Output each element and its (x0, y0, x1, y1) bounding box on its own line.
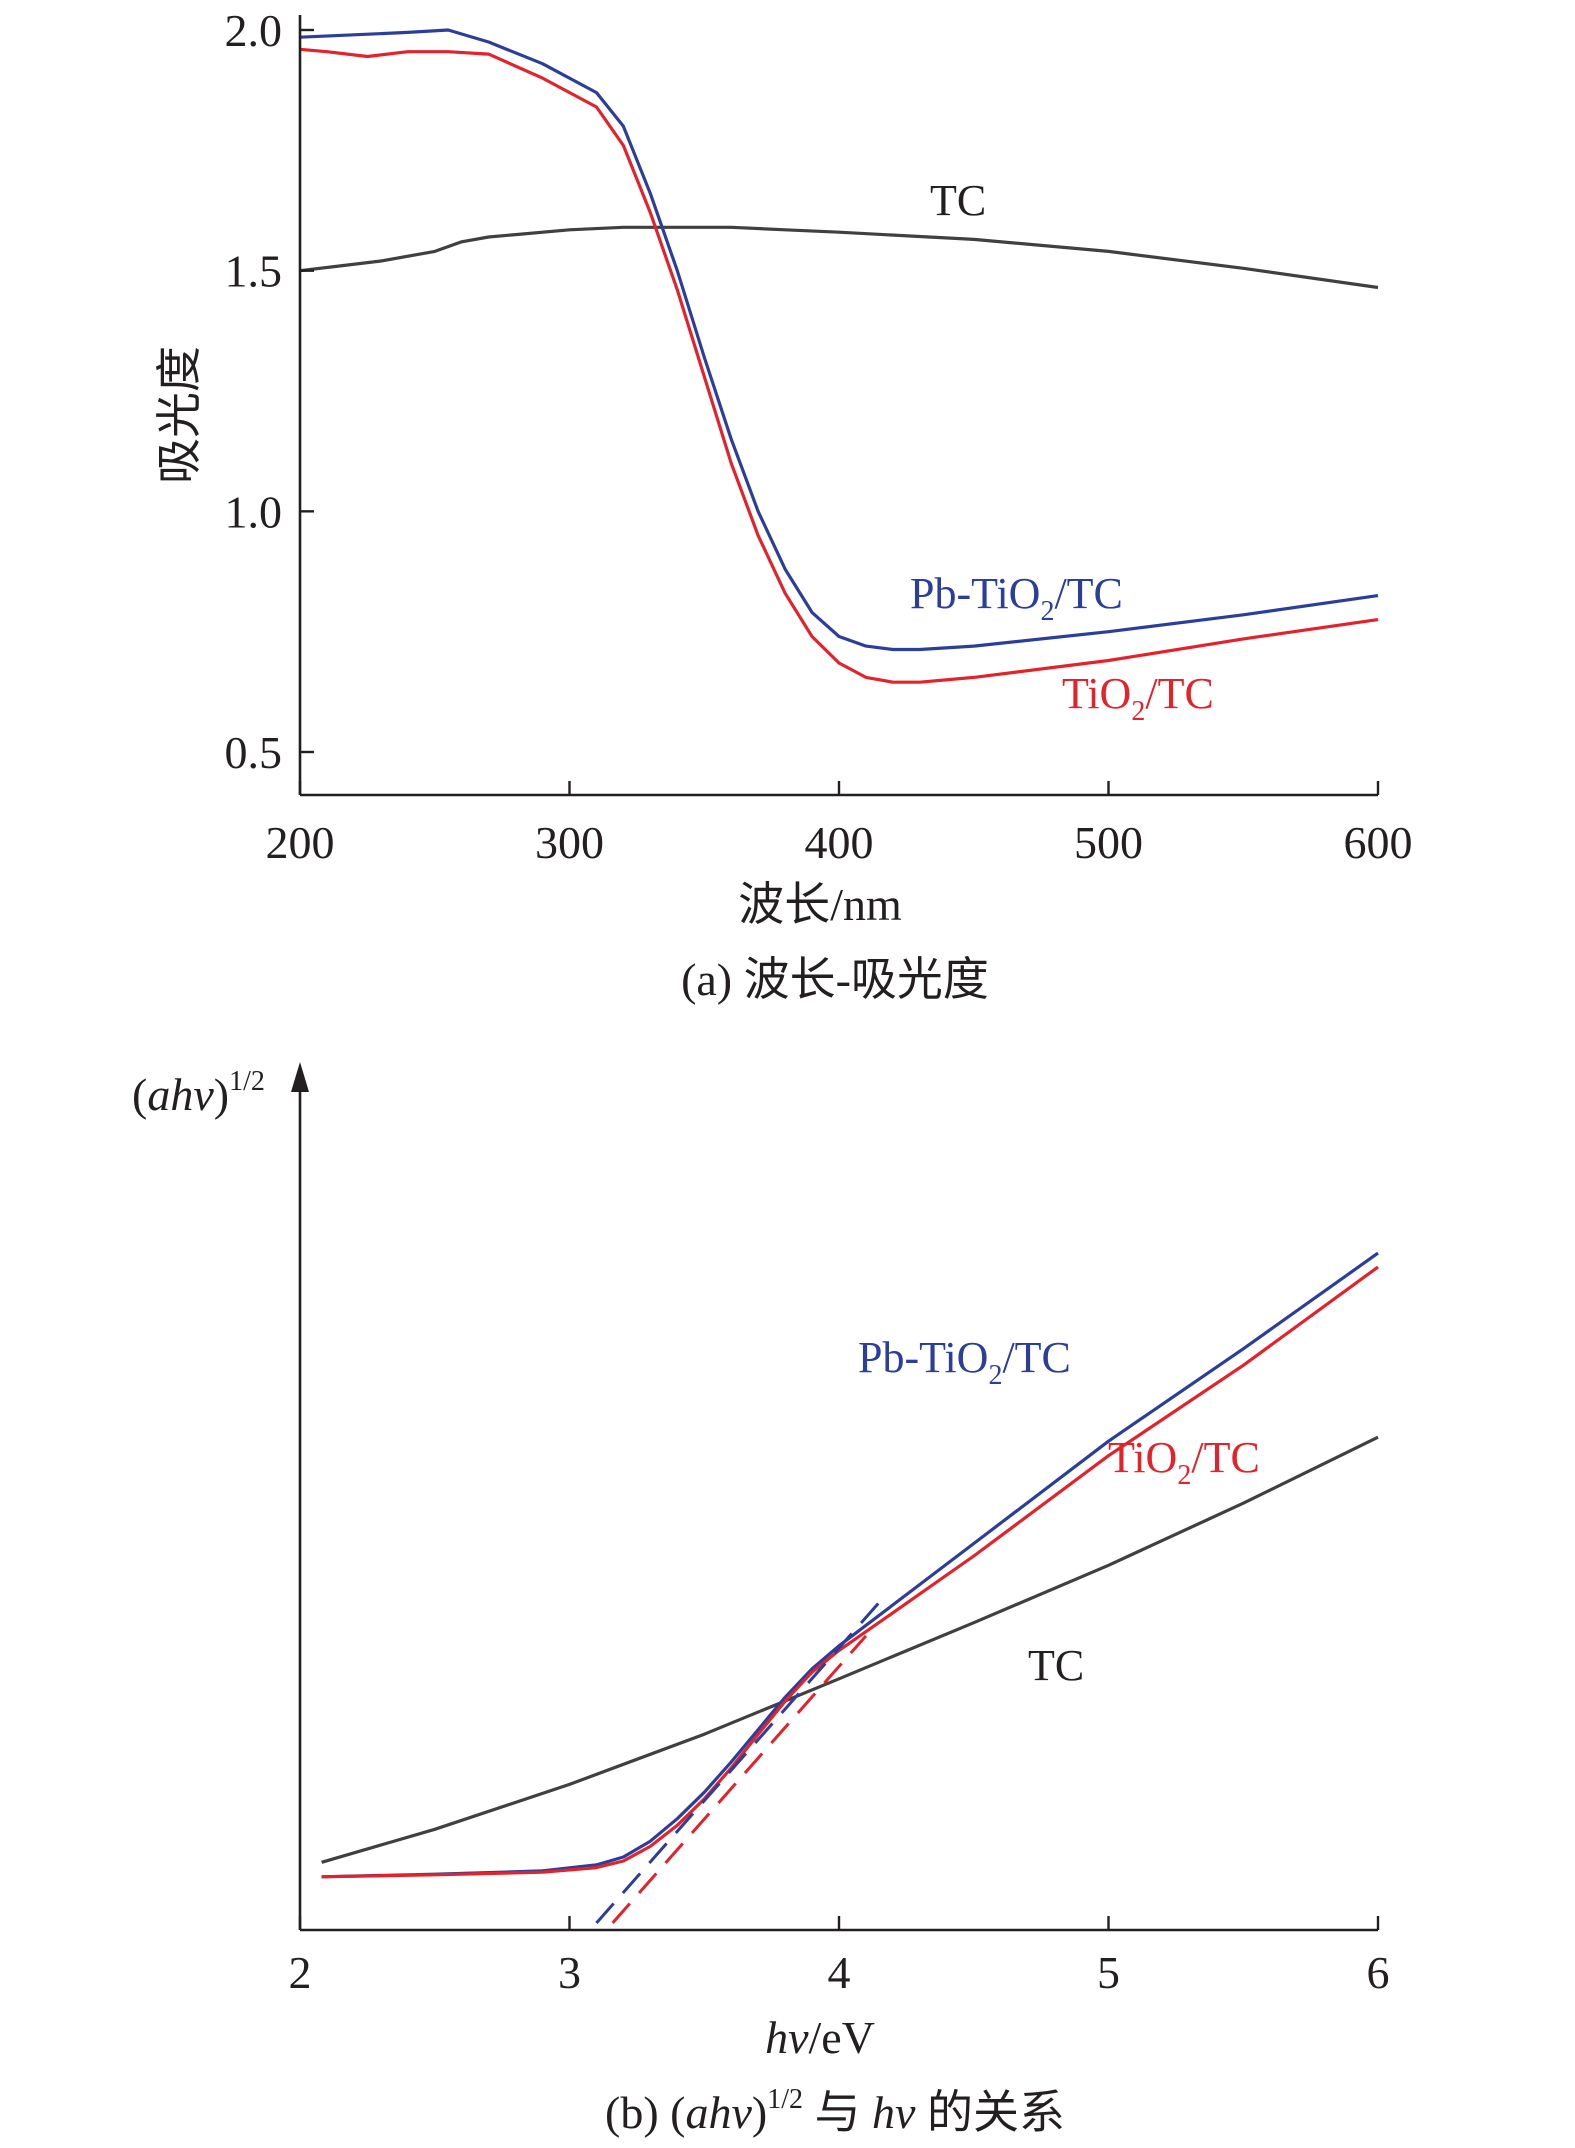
panel-a-x-tick-label: 600 (1344, 817, 1413, 868)
panel-b-label-pb-tio2-tc: Pb-TiO2/TC (858, 1333, 1071, 1391)
panel-b-x-axis-title: hv/eV (765, 2012, 875, 2063)
panel-b-x-tick-label: 2 (289, 1947, 312, 1998)
panel-b-y-axis-arrow (291, 1062, 309, 1092)
panel-b-tangent-line-0 (595, 1592, 889, 1924)
panel-a-y-tick-label: 1.5 (225, 246, 283, 297)
panel-a-caption: (a) 波长-吸光度 (681, 954, 989, 1005)
panel-a-x-tick-label: 200 (266, 817, 335, 868)
panel-a-series-2 (299, 47, 1379, 684)
panel-a-series-0 (299, 225, 1379, 290)
panel-a-x-tick-label: 500 (1074, 817, 1143, 868)
panel-b-label-tio2-tc: TiO2/TC (1108, 1433, 1260, 1491)
panel-b-x-tick-label: 4 (828, 1947, 851, 1998)
panel-a-series-1 (299, 28, 1379, 652)
panel-a-label-tc: TC (930, 176, 986, 225)
panel-b: 2 3 4 5 6 (ahv)1/2 hv/eV (b) (ahv)1/2 与 hv 的… (132, 1062, 1390, 2138)
panel-b-caption: (b) (ahv)1/2 与 hv 的关系 (605, 2084, 1065, 2138)
panel-a-series-group (299, 28, 1379, 684)
panel-b-x-tick-label: 5 (1097, 1947, 1120, 1998)
panel-a: 200 300 400 500 600 0.5 1.0 1.5 2.0 波长/nm 吸光度 (… (154, 5, 1413, 1005)
panel-a-y-axis-title: 吸光度 (154, 346, 205, 484)
panel-a-x-tick-label: 400 (805, 817, 874, 868)
panel-a-y-tick-label: 2.0 (225, 5, 283, 56)
panel-b-x-tick-label: 6 (1367, 1947, 1390, 1998)
panel-b-tangent-line-1 (611, 1634, 868, 1924)
panel-a-x-ticks: 200 300 400 500 600 (266, 781, 1413, 868)
panel-a-y-tick-label: 0.5 (225, 727, 283, 778)
panel-b-y-axis-title: (ahv)1/2 (132, 1066, 265, 1120)
panel-b-series-0 (321, 1435, 1379, 1864)
panel-a-x-axis-title: 波长/nm (738, 879, 902, 930)
panel-b-label-tc: TC (1028, 1641, 1084, 1690)
panel-a-y-tick-label: 1.0 (225, 486, 283, 537)
panel-b-series-1 (321, 1251, 1379, 1879)
panel-b-x-ticks: 2 3 4 5 6 (289, 1916, 1390, 1998)
panel-a-label-tio2-tc: TiO2/TC (1062, 669, 1214, 727)
panel-b-x-tick-label: 3 (558, 1947, 581, 1998)
panel-a-y-ticks: 0.5 1.0 1.5 2.0 (225, 5, 314, 778)
panel-b-series-group (321, 1251, 1379, 1924)
panel-a-x-tick-label: 300 (535, 817, 604, 868)
panel-b-series-2 (321, 1265, 1379, 1879)
panel-a-label-pb-tio2-tc: Pb-TiO2/TC (910, 569, 1123, 627)
